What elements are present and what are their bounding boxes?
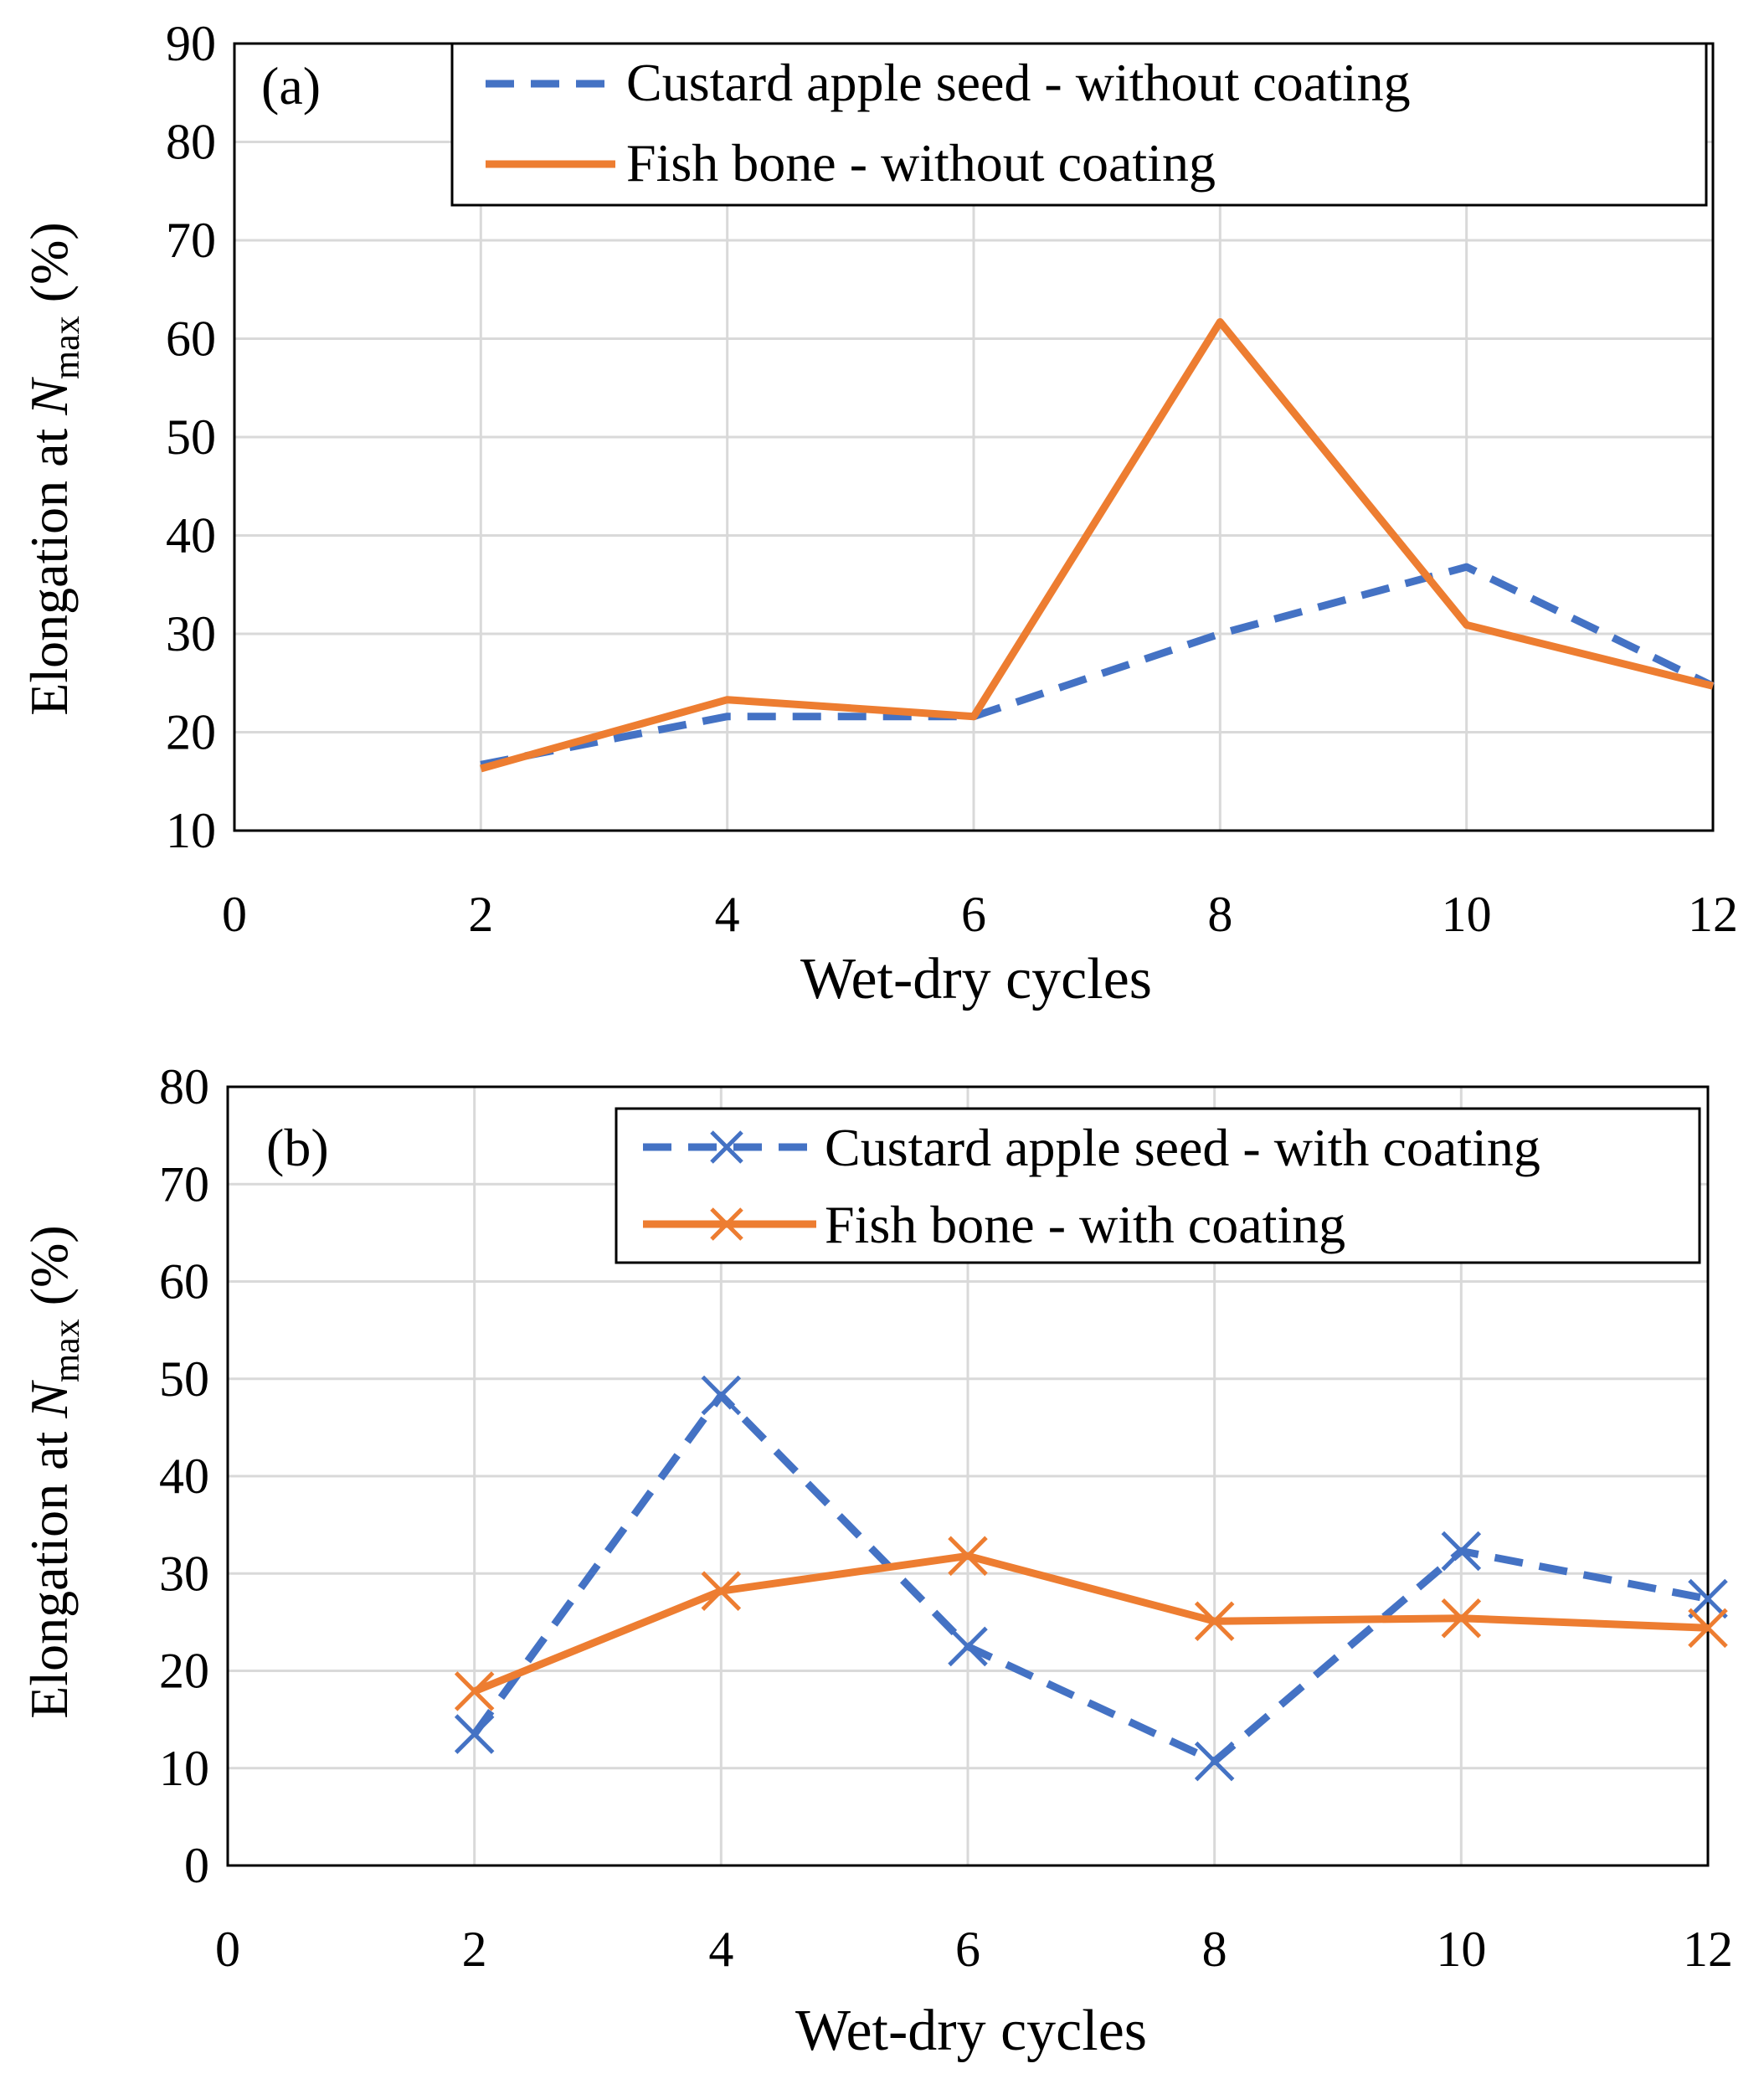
chart-b-y-tick-label: 70 (159, 1156, 209, 1212)
chart-a-y-axis-title-prefix: Elongation at (19, 415, 79, 716)
chart-b-y-tick-label: 0 (184, 1838, 209, 1893)
chart-b-legend-marker-1 (710, 1207, 743, 1241)
chart-b-y-tick-label: 60 (159, 1254, 209, 1310)
chart-a-legend-label-0: Custard apple seed - without coating (626, 53, 1411, 112)
chart-a-y-axis-title-subscript: max (46, 316, 87, 379)
chart-a-lines (480, 318, 1715, 773)
chart-b-series-1-point (701, 1571, 742, 1611)
chart-a-x-tick-label: 2 (468, 887, 493, 942)
chart-b-panel-label: (b) (266, 1118, 329, 1177)
chart-a-x-tick-labels: 0 2 4 6 8 10 12 (222, 887, 1738, 942)
chart-a-x-axis-title: Wet-dry cycles (800, 947, 1152, 1011)
chart-a-y-tick-label: 70 (166, 213, 216, 268)
chart-b-series-0-point (1688, 1578, 1728, 1619)
chart-b-y-tick-label: 80 (159, 1059, 209, 1114)
chart-a-y-axis-title-symbol: N (19, 377, 79, 416)
chart-b-y-axis-title-prefix: Elongation at (19, 1418, 79, 1719)
chart-a-x-tick-label: 0 (222, 887, 247, 942)
chart-b-x-tick-label: 10 (1436, 1922, 1486, 1977)
chart-b-x-tick-label: 6 (955, 1922, 980, 1977)
chart-a-y-tick-label: 90 (166, 16, 216, 71)
chart-a-y-tick-label: 60 (166, 311, 216, 367)
chart-a-y-tick-label: 50 (166, 409, 216, 465)
chart-a-y-tick-label: 80 (166, 115, 216, 170)
chart-b-y-tick-labels: 0 10 20 30 40 50 60 70 80 (159, 1059, 209, 1893)
chart-b-legend-label-0: Custard apple seed - with coating (825, 1118, 1540, 1177)
chart-a-series-line-0 (480, 563, 1715, 769)
chart-b-series-1-point (454, 1671, 495, 1711)
chart-b-plot-area (226, 1085, 1710, 1867)
chart-b-y-tick-label: 30 (159, 1546, 209, 1601)
chart-a-y-tick-label: 10 (166, 803, 216, 858)
chart-b-y-tick-label: 20 (159, 1644, 209, 1699)
chart-b-y-tick-label: 50 (159, 1351, 209, 1407)
chart-a-panel-label: (a) (261, 56, 321, 116)
chart-b-x-tick-label: 4 (708, 1922, 733, 1977)
chart-b-x-tick-label: 12 (1683, 1922, 1733, 1977)
chart-b-y-axis-title-symbol: N (19, 1380, 79, 1419)
chart-a-y-tick-label: 40 (166, 508, 216, 563)
chart-b-legend-label-1: Fish bone - with coating (825, 1195, 1345, 1254)
chart-b-series-1-point (1194, 1601, 1235, 1641)
chart-b-series-0-point (701, 1375, 742, 1416)
chart-b-series-line-1 (473, 1552, 1709, 1696)
chart-a-x-tick-label: 10 (1442, 887, 1492, 942)
chart-b-legend-marker-0 (710, 1130, 743, 1164)
chart-a-y-tick-label: 20 (166, 705, 216, 760)
chart-b: 0 10 20 30 40 50 60 70 80 0 2 4 6 8 10 12 (b) Custard … (19, 1059, 1733, 2063)
chart-b-x-tick-labels: 0 2 4 6 8 10 12 (215, 1922, 1733, 1977)
chart-b-x-tick-label: 2 (462, 1922, 487, 1977)
chart-b-series-1-point (1688, 1608, 1728, 1649)
chart-a-x-tick-label: 6 (961, 887, 986, 942)
chart-b-x-tick-label: 0 (215, 1922, 240, 1977)
chart-b-series-0-point (454, 1714, 495, 1754)
chart-b-series-1-point (1441, 1598, 1482, 1639)
chart-a-x-tick-label: 8 (1207, 887, 1232, 942)
chart-a-y-tick-label: 30 (166, 606, 216, 661)
chart-b-x-tick-label: 8 (1202, 1922, 1227, 1977)
chart-b-lines (471, 1392, 1709, 1766)
chart-a-legend-label-1: Fish bone - without coating (626, 133, 1216, 193)
chart-b-plot-border (226, 1085, 1710, 1867)
chart-b-series-1-point (948, 1536, 988, 1577)
chart-b-legend-box (615, 1107, 1701, 1264)
chart-b-series-0-point (948, 1626, 988, 1667)
chart-b-y-axis-title: Elongation at Nmax (%) (19, 1225, 87, 1718)
chart-b-x-axis-title: Wet-dry cycles (795, 1999, 1147, 2063)
chart-a-x-tick-label: 12 (1688, 887, 1738, 942)
chart-b-series-0-point (1194, 1741, 1235, 1782)
chart-b-markers (454, 1375, 1728, 1782)
chart-a-y-axis-title-suffix: (%) (19, 222, 79, 316)
chart-b-series-line-0 (471, 1392, 1709, 1766)
chart-a-y-axis-title: Elongation at Nmax (%) (19, 222, 87, 715)
chart-a-y-tick-labels: 10 20 30 40 50 60 70 80 90 (166, 16, 216, 858)
chart-b-y-axis-title-suffix: (%) (19, 1225, 79, 1319)
chart-b-series-0-point (1441, 1531, 1482, 1572)
chart-b-y-axis-title-subscript: max (46, 1319, 87, 1382)
chart-a-legend-box (450, 42, 1708, 207)
chart-b-y-tick-label: 40 (159, 1449, 209, 1504)
chart-a-series-line-1 (480, 318, 1715, 773)
chart-a: 10 20 30 40 50 60 70 80 90 0 2 4 6 8 10 12 (a) Custard… (19, 16, 1738, 1011)
chart-a-x-tick-label: 4 (715, 887, 740, 942)
chart-b-y-tick-label: 10 (159, 1741, 209, 1796)
